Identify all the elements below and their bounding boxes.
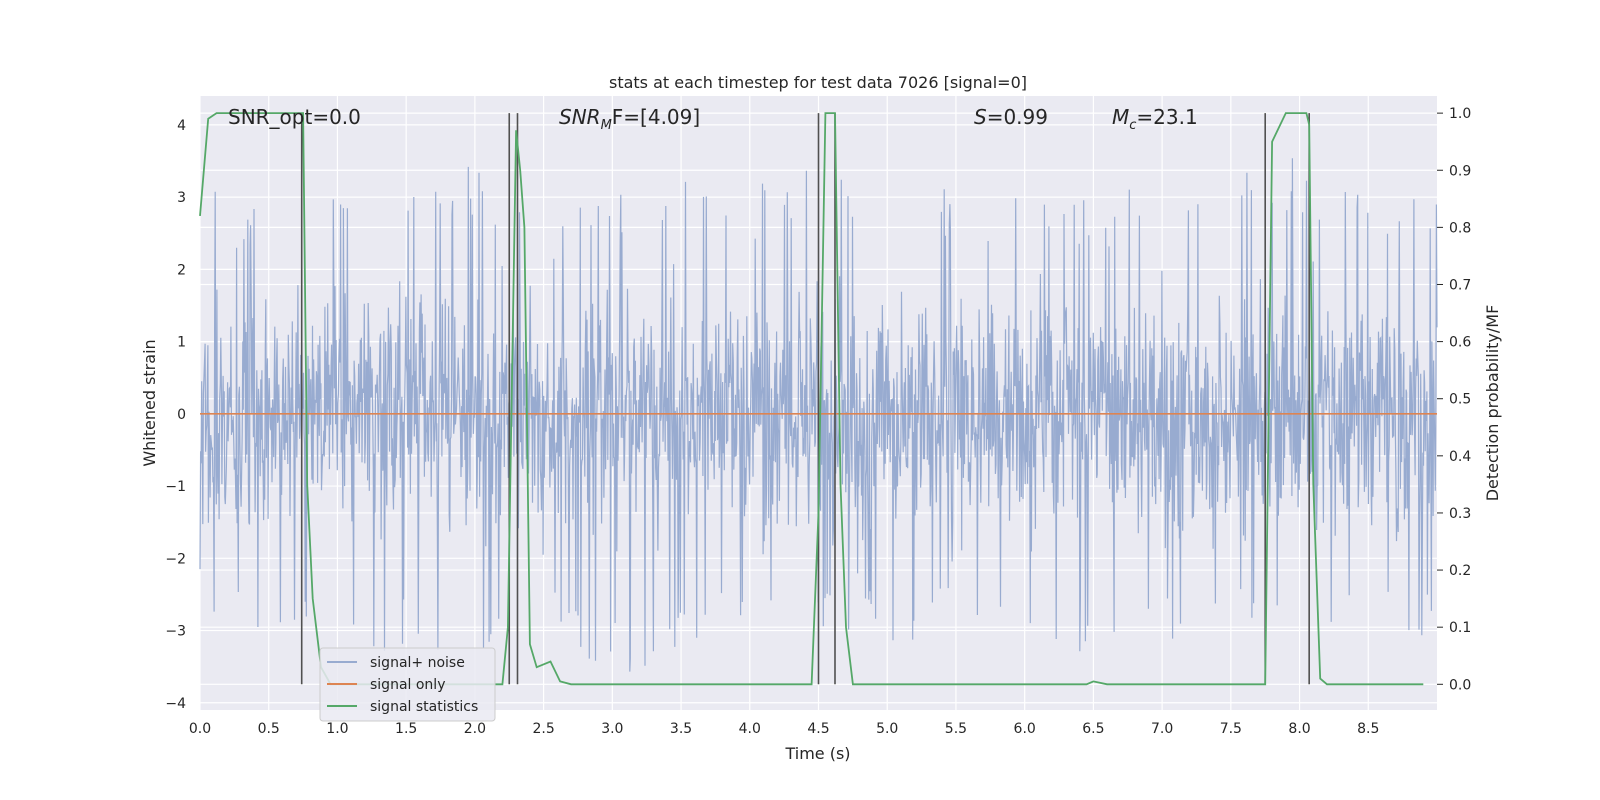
y-tick-label: −4 [165, 696, 186, 712]
y-axis-ticks: 4 3 2 1 0 −1 −2 −3 −4 [165, 118, 186, 712]
y2-tick-label: 0.8 [1449, 220, 1471, 236]
x-axis-ticks: 0.0 0.5 1.0 1.5 2.0 2.5 3.0 3.5 4.0 4.5 5.0 5.5 6.0 6… [189, 721, 1380, 737]
x-tick-label: 2.0 [464, 721, 486, 737]
x-tick-label: 8.5 [1357, 721, 1379, 737]
legend-label-statistics: signal statistics [370, 699, 478, 715]
chart-title: stats at each timestep for test data 702… [609, 73, 1027, 92]
y2-axis-ticks: 1.0 0.9 0.8 0.7 0.6 0.5 0.4 0.3 0.2 0.1 0.0 [1437, 106, 1471, 693]
annotation-s: S=0.99 [974, 105, 1048, 129]
y-tick-label: 2 [177, 262, 186, 278]
y-axis-label: Whitened strain [140, 339, 159, 466]
y2-tick-label: 0.2 [1449, 563, 1471, 579]
x-tick-label: 4.5 [807, 721, 829, 737]
x-tick-label: 3.0 [601, 721, 623, 737]
y-tick-label: −3 [165, 624, 186, 640]
y2-tick-label: 1.0 [1449, 106, 1471, 122]
y-tick-label: −1 [165, 479, 186, 495]
legend-label-signal-only: signal only [370, 677, 445, 693]
y2-tick-label: 0.6 [1449, 335, 1471, 351]
x-tick-label: 0.0 [189, 721, 211, 737]
y2-tick-label: 0.1 [1449, 620, 1471, 636]
x-tick-label: 7.5 [1220, 721, 1242, 737]
y2-tick-label: 0.0 [1449, 677, 1471, 693]
y-tick-label: 1 [177, 335, 186, 351]
x-tick-label: 7.0 [1151, 721, 1173, 737]
y2-tick-label: 0.4 [1449, 449, 1471, 465]
x-tick-label: 5.5 [945, 721, 967, 737]
x-tick-label: 0.5 [258, 721, 280, 737]
x-tick-label: 1.5 [395, 721, 417, 737]
y-tick-label: −2 [165, 551, 186, 567]
legend-box [319, 647, 496, 722]
x-tick-label: 5.0 [876, 721, 898, 737]
x-tick-label: 3.5 [670, 721, 692, 737]
y2-tick-label: 0.7 [1449, 277, 1471, 293]
legend-label-noise: signal+ noise [370, 655, 465, 671]
legend: signal+ noise signal only signal statist… [319, 647, 496, 722]
x-tick-label: 4.0 [739, 721, 761, 737]
x-tick-label: 6.5 [1082, 721, 1104, 737]
x-tick-label: 6.0 [1014, 721, 1036, 737]
annotation-snr-mf: SNRMF=[4.09] [559, 105, 700, 133]
y2-tick-label: 0.9 [1449, 163, 1471, 179]
series-signal-statistics [199, 112, 1424, 686]
y2-tick-label: 0.5 [1449, 392, 1471, 408]
x-tick-label: 2.5 [532, 721, 554, 737]
annotation-snr-opt: SNR_opt=0.0 [228, 105, 361, 129]
x-axis-label: Time (s) [784, 744, 850, 763]
y-tick-label: 4 [177, 118, 186, 134]
x-tick-label: 1.0 [326, 721, 348, 737]
y2-axis-label: Detection probability/MF [1483, 305, 1502, 502]
y2-tick-label: 0.3 [1449, 506, 1471, 522]
annotation-mc: Mc=23.1 [1112, 105, 1198, 133]
y-tick-label: 0 [177, 407, 186, 423]
x-tick-label: 8.0 [1288, 721, 1310, 737]
y-tick-label: 3 [177, 190, 186, 206]
